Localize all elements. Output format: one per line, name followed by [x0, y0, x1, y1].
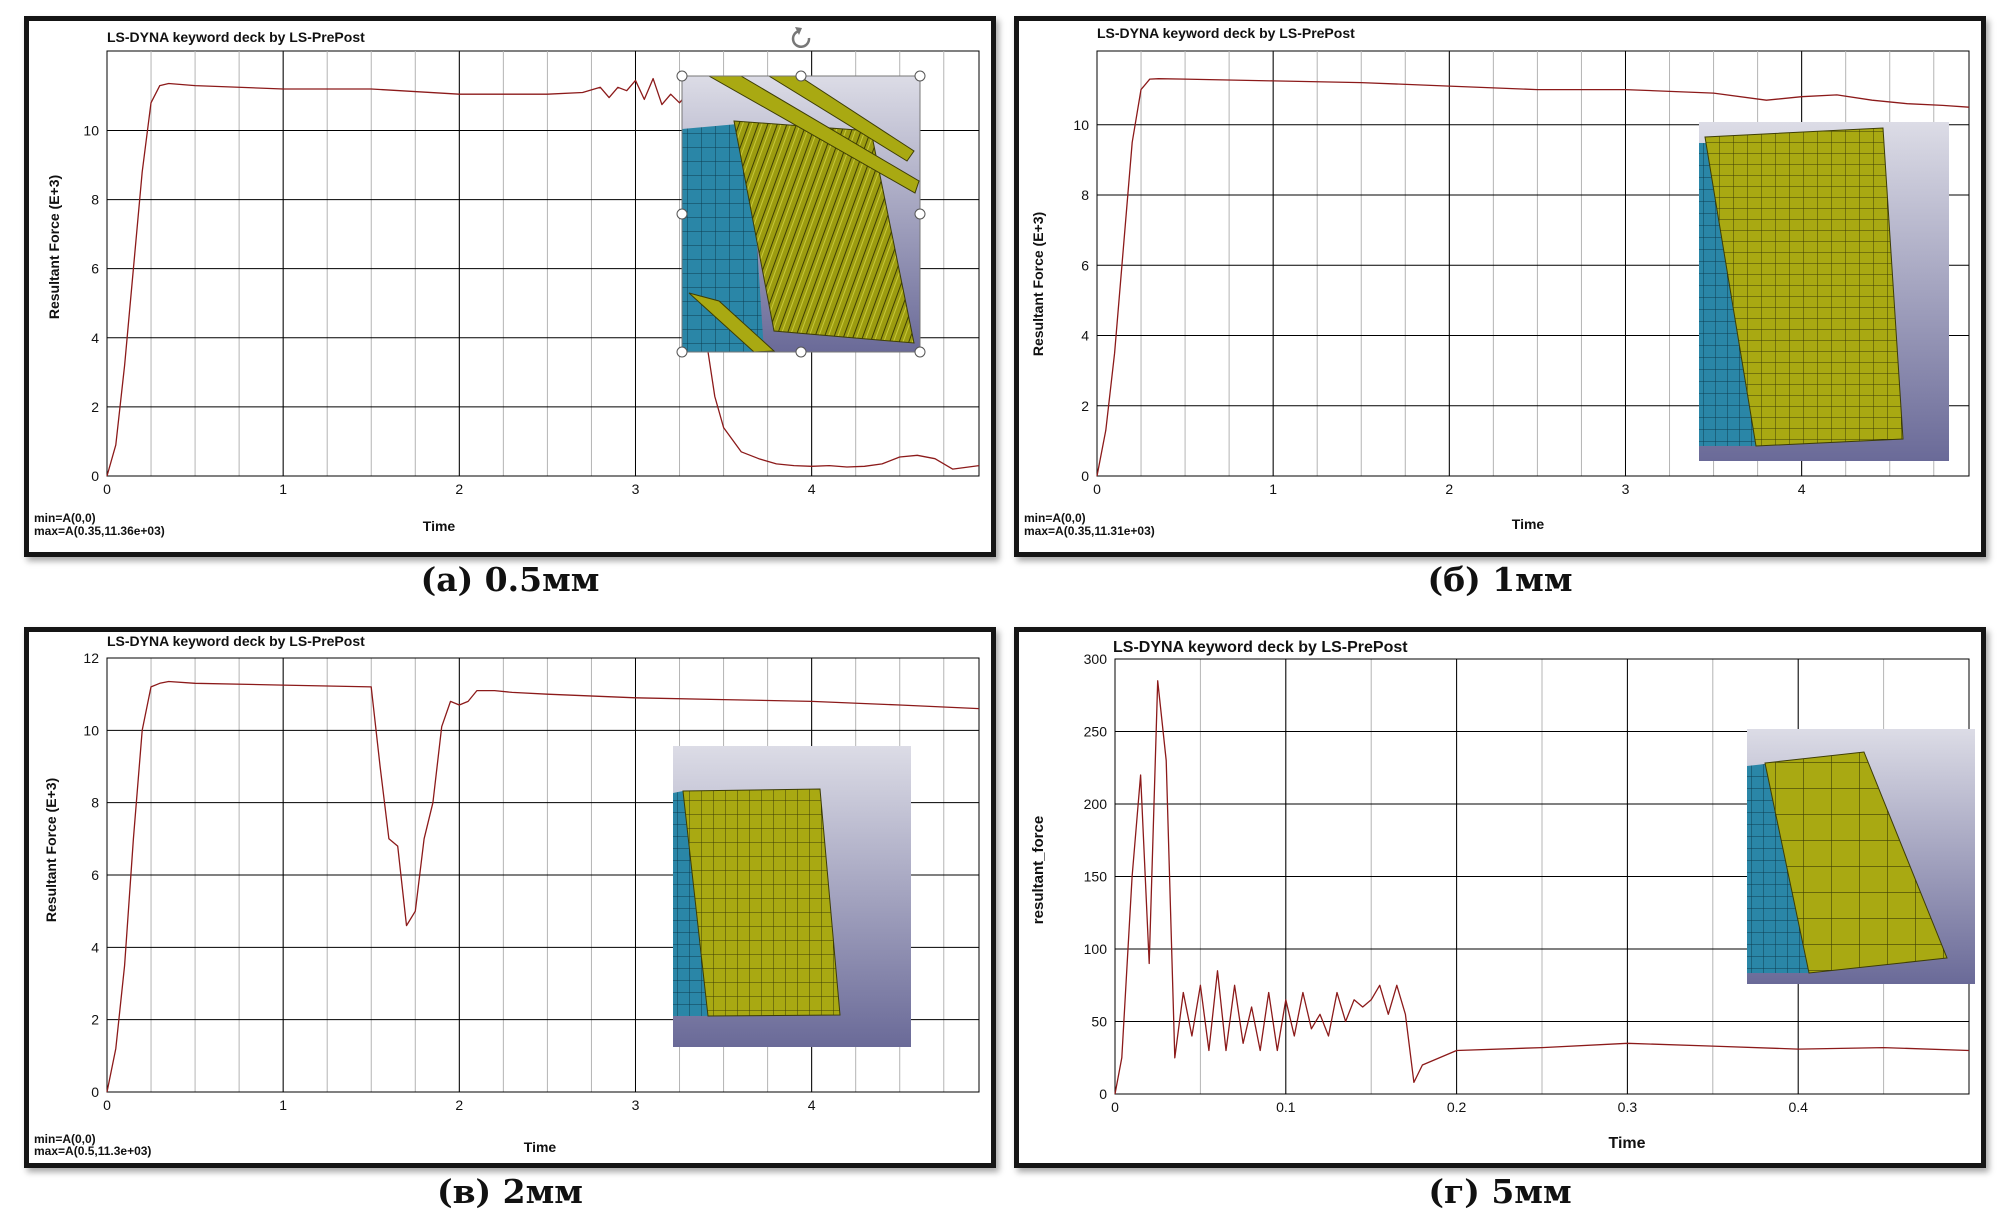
y-tick-label: 0	[91, 1084, 99, 1100]
y-tick-label: 0	[1081, 468, 1089, 484]
chart-title: LS-DYNA keyword deck by LS-PrePost	[107, 29, 365, 45]
x-tick-label: 4	[808, 481, 816, 497]
y-tick-label: 100	[1084, 941, 1108, 957]
y-tick-label: 8	[91, 795, 99, 811]
x-axis-label: Time	[423, 518, 456, 534]
yellow-fragment-bottom	[688, 292, 776, 353]
chart-panel-d: LS-DYNA keyword deck by LS-PrePost 0 0.1 0…	[1014, 627, 1986, 1168]
y-axis-label: resultant_force	[1030, 816, 1047, 924]
y-axis-label: Resultant Force (E+3)	[1030, 212, 1046, 356]
x-tick-label: 4	[1798, 481, 1806, 497]
chart-b-svg: LS-DYNA keyword deck by LS-PrePost 0 1 2 3 4…	[1024, 25, 1970, 538]
y-tick-label: 50	[1091, 1014, 1107, 1030]
caption-b: (б) 1мм	[1427, 560, 1573, 599]
max-readout: max=A(0.5,11.3e+03)	[34, 1144, 151, 1158]
chart-panel-a: LS-DYNA keyword deck by LS-PrePost 0 1 2 3 4…	[24, 16, 996, 557]
inset-simulation-render	[1699, 122, 1949, 461]
y-tick-label: 8	[91, 192, 99, 208]
x-tick-label: 3	[632, 481, 640, 497]
x-tick-label: 1	[279, 1097, 287, 1113]
x-tick-label: 1	[1269, 481, 1277, 497]
chart-title: LS-DYNA keyword deck by LS-PrePost	[107, 633, 365, 649]
y-tick-label: 4	[1081, 328, 1089, 344]
selection-handles[interactable]	[676, 70, 926, 358]
caption-d: (г) 5мм	[1428, 1172, 1572, 1211]
min-readout: min=A(0,0)	[1024, 511, 1086, 525]
x-axis-label: Time	[1512, 516, 1545, 532]
series-line-A	[1114, 680, 1970, 1095]
y-tick-label: 2	[91, 1012, 99, 1028]
caption-c: (в) 2мм	[437, 1172, 583, 1211]
x-axis-label: Time	[1608, 1135, 1645, 1152]
blue-plate-mesh	[682, 123, 764, 352]
x-tick-label: 0	[103, 1097, 111, 1113]
y-tick-label: 6	[91, 261, 99, 277]
chart-a-svg: LS-DYNA keyword deck by LS-PrePost 0 1 2 3 4…	[34, 27, 980, 538]
y-tick-label: 2	[91, 399, 99, 415]
x-tick-label: 0.2	[1447, 1099, 1467, 1115]
yellow-plate-mesh	[682, 788, 841, 1017]
yellow-plate-mesh	[1704, 127, 1904, 447]
x-tick-label: 0.4	[1788, 1099, 1808, 1115]
x-tick-label: 3	[632, 1097, 640, 1113]
y-tick-label: 0	[91, 468, 99, 484]
x-tick-label: 0	[1093, 481, 1101, 497]
y-tick-label: 10	[83, 722, 99, 738]
y-tick-label: 4	[91, 330, 99, 346]
x-axis-label: Time	[524, 1139, 557, 1155]
y-tick-label: 200	[1084, 796, 1108, 812]
y-tick-label: 150	[1084, 869, 1108, 885]
chart-title: LS-DYNA keyword deck by LS-PrePost	[1113, 639, 1408, 656]
blue-plate-mesh	[1747, 764, 1809, 973]
min-readout: min=A(0,0)	[34, 511, 96, 525]
rotate-handle-icon[interactable]	[791, 27, 811, 48]
x-tick-label: 4	[808, 1097, 816, 1113]
min-readout: min=A(0,0)	[34, 1132, 96, 1146]
series-line-A	[106, 680, 980, 1093]
x-tick-label: 0	[1111, 1099, 1119, 1115]
series-line-A	[1096, 78, 1970, 477]
x-tick-label: 0.1	[1276, 1099, 1296, 1115]
x-tick-label: 0.3	[1618, 1099, 1638, 1115]
inset-simulation-render[interactable]	[676, 27, 926, 358]
y-tick-label: 6	[91, 867, 99, 883]
y-tick-label: 0	[1099, 1086, 1107, 1102]
inset-simulation-render	[1747, 729, 1975, 984]
max-readout: max=A(0.35,11.31e+03)	[1024, 524, 1155, 538]
max-readout: max=A(0.35,11.36e+03)	[34, 524, 165, 538]
y-tick-label: 8	[1081, 187, 1089, 203]
chart-d-svg: LS-DYNA keyword deck by LS-PrePost 0 0.1 0…	[1030, 639, 1975, 1152]
x-tick-label: 2	[455, 481, 463, 497]
inset-simulation-render	[673, 746, 911, 1047]
chart-panel-b: LS-DYNA keyword deck by LS-PrePost 0 1 2 3 4…	[1014, 16, 1986, 557]
y-tick-label: 12	[83, 650, 99, 666]
x-tick-label: 3	[1622, 481, 1630, 497]
caption-a: (а) 0.5мм	[420, 560, 600, 599]
chart-title: LS-DYNA keyword deck by LS-PrePost	[1097, 25, 1355, 41]
y-tick-label: 2	[1081, 398, 1089, 414]
yellow-plate-mesh	[1764, 751, 1948, 974]
blue-plate-mesh	[673, 791, 708, 1016]
x-tick-label: 2	[455, 1097, 463, 1113]
y-tick-label: 4	[91, 939, 99, 955]
y-axis-label: Resultant Force (E+3)	[46, 175, 62, 319]
y-tick-label: 250	[1084, 724, 1108, 740]
y-tick-label: 300	[1084, 651, 1108, 667]
series-line-A	[106, 77, 980, 477]
y-tick-label: 6	[1081, 257, 1089, 273]
x-tick-label: 1	[279, 481, 287, 497]
y-tick-label: 10	[1073, 117, 1089, 133]
y-axis-label: Resultant Force (E+3)	[43, 778, 59, 922]
y-tick-label: 10	[83, 122, 99, 138]
x-tick-label: 0	[103, 481, 111, 497]
x-tick-label: 2	[1445, 481, 1453, 497]
